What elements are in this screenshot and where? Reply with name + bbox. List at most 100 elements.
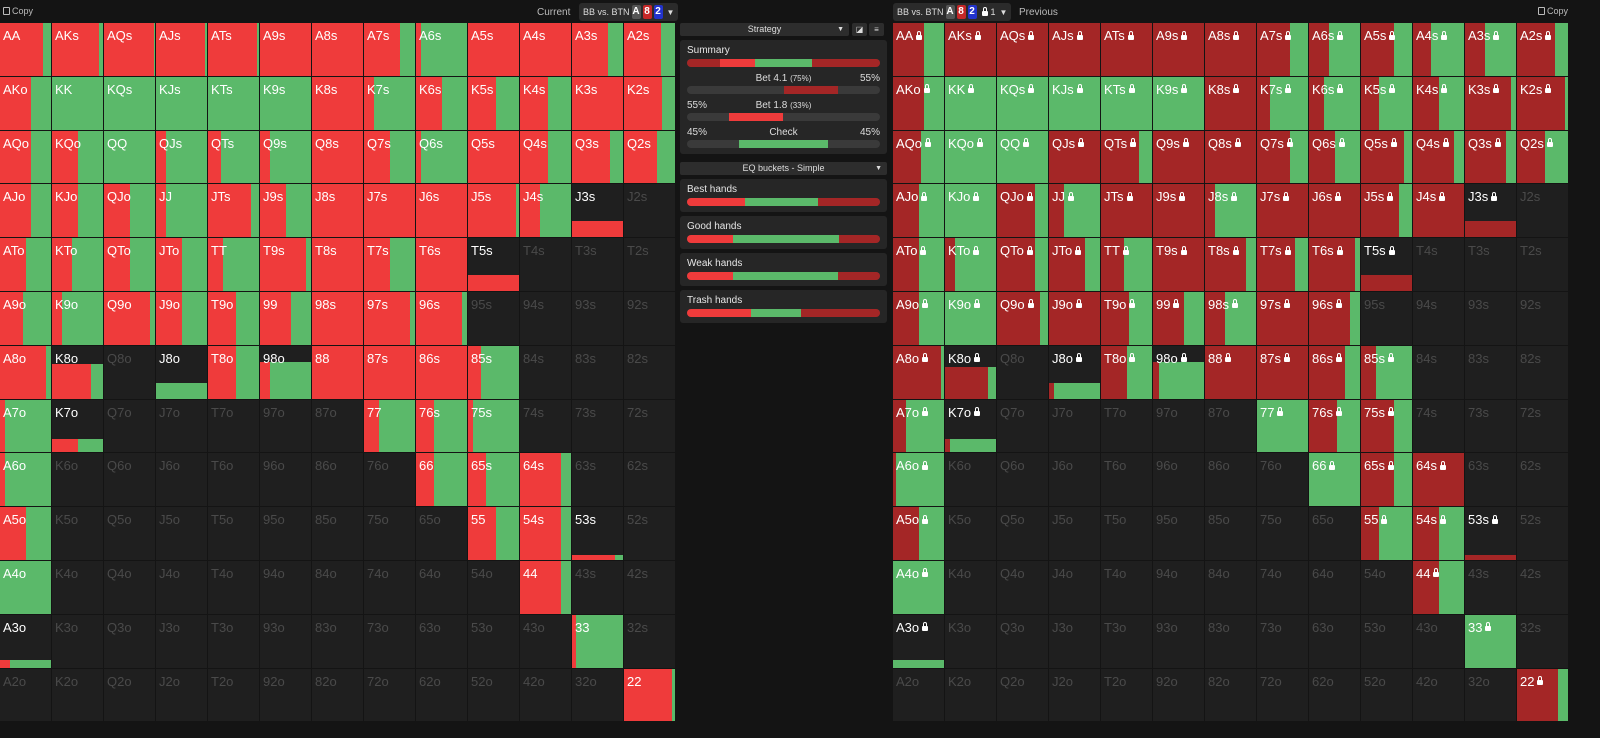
hand-cell[interactable]: AJs <box>1049 23 1101 77</box>
hand-cell[interactable]: 64s <box>520 453 572 508</box>
hand-cell[interactable]: KTo <box>52 238 104 292</box>
hand-cell[interactable]: AKs <box>945 23 997 77</box>
hand-cell[interactable]: Q6o <box>997 453 1049 508</box>
hand-cell[interactable]: 87o <box>1205 399 1257 454</box>
hand-cell[interactable]: Q9s <box>260 130 312 185</box>
hand-cell[interactable]: A8s <box>1205 23 1257 77</box>
eq-bucket-panel[interactable]: Good hands <box>680 216 887 249</box>
hand-cell[interactable]: J8s <box>312 184 364 239</box>
hand-cell[interactable]: K2o <box>52 668 104 723</box>
hand-cell[interactable]: T6s <box>1309 238 1361 292</box>
hand-cell[interactable]: J5s <box>468 184 520 239</box>
hand-cell[interactable]: 53s <box>1465 507 1517 561</box>
hand-cell[interactable]: 92s <box>624 291 676 346</box>
hand-cell[interactable]: K2s <box>1517 76 1569 131</box>
hand-cell[interactable]: 94s <box>1413 291 1465 346</box>
hand-cell[interactable]: 76s <box>416 399 468 454</box>
hand-cell[interactable]: 63s <box>572 453 624 508</box>
hand-cell[interactable]: A5s <box>1361 23 1413 77</box>
hand-cell[interactable]: 82o <box>312 668 364 723</box>
hand-cell[interactable]: 54s <box>1413 507 1465 561</box>
hand-cell[interactable]: 32s <box>1517 614 1569 669</box>
hand-cell[interactable]: J6o <box>1049 453 1101 508</box>
hand-cell[interactable]: 96s <box>416 291 468 346</box>
hand-cell[interactable]: 94s <box>520 291 572 346</box>
hand-cell[interactable]: A4s <box>1413 23 1465 77</box>
hand-cell[interactable]: 83s <box>572 345 624 400</box>
eq-buckets-dropdown[interactable]: EQ buckets - Simple ▼ <box>680 162 887 175</box>
hand-cell[interactable]: Q3s <box>572 130 624 185</box>
hand-cell[interactable]: J9s <box>1153 184 1205 239</box>
hand-cell[interactable]: A9s <box>1153 23 1205 77</box>
hand-cell[interactable]: Q7o <box>997 399 1049 454</box>
hand-cell[interactable]: 32o <box>572 668 624 723</box>
hand-cell[interactable]: A3o <box>0 614 52 669</box>
hand-cell[interactable]: 95s <box>468 291 520 346</box>
hand-cell[interactable]: T7s <box>364 238 416 292</box>
hand-cell[interactable]: 32s <box>624 614 676 669</box>
hand-cell[interactable]: 95o <box>1153 507 1205 561</box>
hand-cell[interactable]: 42o <box>1413 668 1465 723</box>
hand-cell[interactable]: J5s <box>1361 184 1413 239</box>
hand-cell[interactable]: J5o <box>156 507 208 561</box>
hand-cell[interactable]: K8s <box>312 76 364 131</box>
hand-cell[interactable]: 96o <box>260 453 312 508</box>
hand-cell[interactable]: AQo <box>893 130 945 185</box>
hand-cell[interactable]: A3s <box>572 23 624 77</box>
hand-cell[interactable]: 98s <box>1205 291 1257 346</box>
hand-cell[interactable]: 98s <box>312 291 364 346</box>
hand-cell[interactable]: 96o <box>1153 453 1205 508</box>
hand-cell[interactable]: K5o <box>52 507 104 561</box>
eq-bucket-panel[interactable]: Best hands <box>680 179 887 212</box>
hand-cell[interactable]: K3s <box>1465 76 1517 131</box>
hand-cell[interactable]: 88 <box>312 345 364 400</box>
hand-cell[interactable]: A4s <box>520 23 572 77</box>
hand-cell[interactable]: 87s <box>1257 345 1309 400</box>
hand-cell[interactable]: ATs <box>1101 23 1153 77</box>
hand-cell[interactable]: 43s <box>572 560 624 615</box>
hand-cell[interactable]: KJo <box>52 184 104 239</box>
hand-cell[interactable]: T9s <box>260 238 312 292</box>
hand-cell[interactable]: 83s <box>1465 345 1517 400</box>
hand-cell[interactable]: K4o <box>945 560 997 615</box>
hand-cell[interactable]: K4s <box>520 76 572 131</box>
hand-cell[interactable]: 65s <box>1361 453 1413 508</box>
hand-cell[interactable]: QJs <box>1049 130 1101 185</box>
hand-cell[interactable]: J2s <box>1517 184 1569 239</box>
contrast-toggle-icon[interactable]: ◪ <box>852 23 867 36</box>
hand-cell[interactable]: 32o <box>1465 668 1517 723</box>
hand-cell[interactable]: 84s <box>1413 345 1465 400</box>
hand-cell[interactable]: TT <box>208 238 260 292</box>
hand-cell[interactable]: 63s <box>1465 453 1517 508</box>
hand-cell[interactable]: T6o <box>1101 453 1153 508</box>
hand-cell[interactable]: JJ <box>1049 184 1101 239</box>
hand-cell[interactable]: Q8s <box>312 130 364 185</box>
hand-cell[interactable]: T4s <box>520 238 572 292</box>
hand-cell[interactable]: T2s <box>624 238 676 292</box>
hand-cell[interactable]: T3s <box>1465 238 1517 292</box>
hand-cell[interactable]: J6s <box>1309 184 1361 239</box>
hand-cell[interactable]: 97s <box>1257 291 1309 346</box>
hand-cell[interactable]: T5s <box>1361 238 1413 292</box>
hand-cell[interactable]: A5o <box>0 507 52 561</box>
hand-cell[interactable]: 33 <box>1465 614 1517 669</box>
hand-cell[interactable]: 77 <box>1257 399 1309 454</box>
hand-cell[interactable]: 75s <box>468 399 520 454</box>
hand-cell[interactable]: J8o <box>156 345 208 400</box>
hand-cell[interactable]: Q2s <box>1517 130 1569 185</box>
hand-cell[interactable]: A9o <box>0 291 52 346</box>
hand-cell[interactable]: K2s <box>624 76 676 131</box>
hand-cell[interactable]: A3s <box>1465 23 1517 77</box>
hand-cell[interactable]: T4s <box>1413 238 1465 292</box>
hand-cell[interactable]: 93o <box>1153 614 1205 669</box>
hand-cell[interactable]: 62o <box>1309 668 1361 723</box>
hand-cell[interactable]: KQo <box>945 130 997 185</box>
hand-cell[interactable]: AKo <box>893 76 945 131</box>
hand-cell[interactable]: 98o <box>260 345 312 400</box>
hand-cell[interactable]: K5o <box>945 507 997 561</box>
hand-cell[interactable]: A7o <box>893 399 945 454</box>
hand-cell[interactable]: JTs <box>1101 184 1153 239</box>
menu-list-icon[interactable]: ≡ <box>869 23 884 36</box>
